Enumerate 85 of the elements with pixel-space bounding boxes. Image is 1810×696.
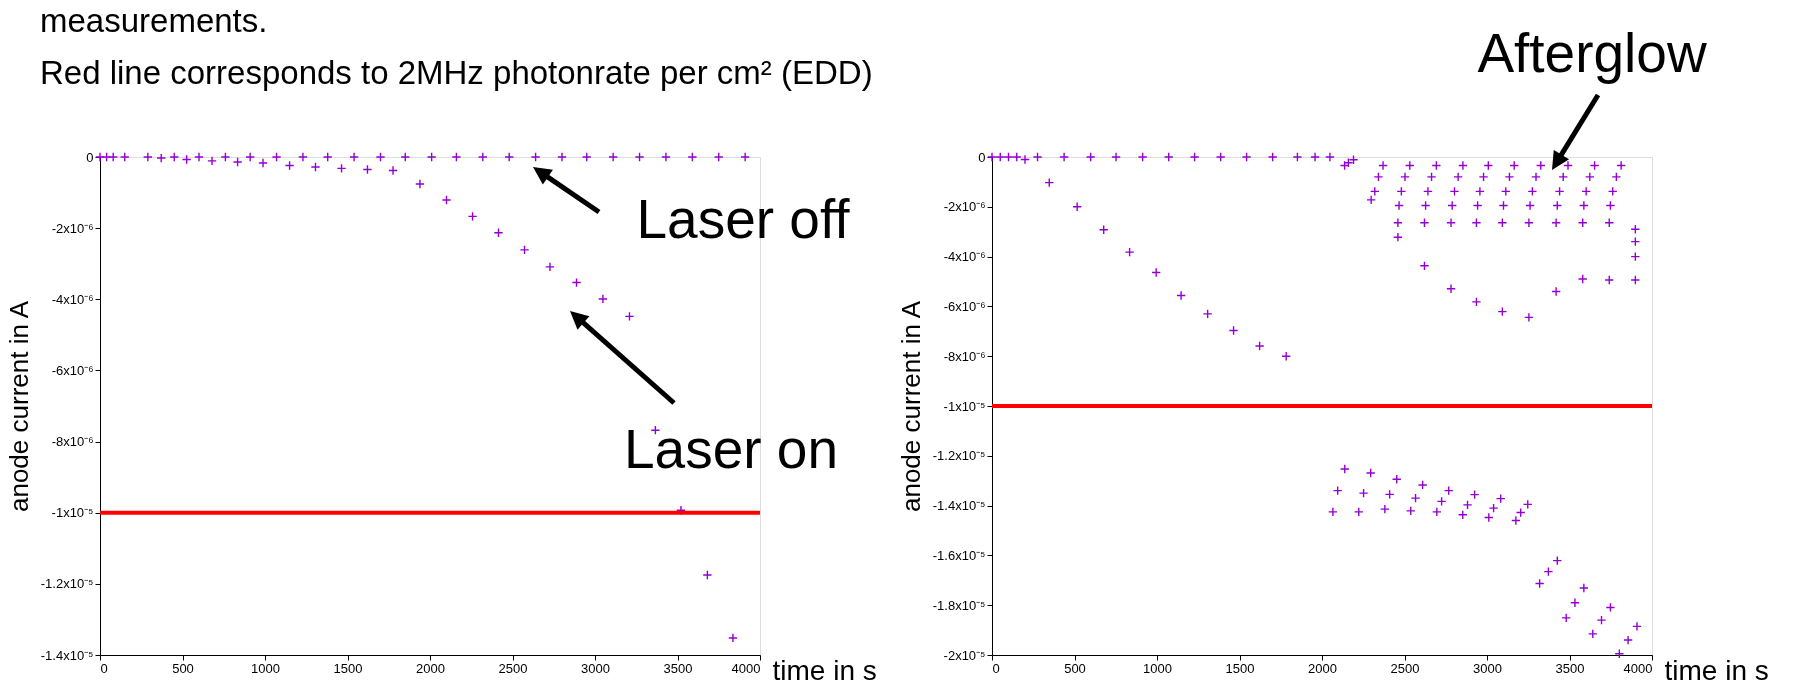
chart-title: Red line corresponds to 2MHz photonrate per cm² (EDD) bbox=[40, 54, 873, 91]
text: measurements. bbox=[40, 2, 268, 39]
point bbox=[713, 152, 724, 162]
point bbox=[557, 152, 567, 162]
y-tick-label: -4x10⁻⁶ bbox=[51, 291, 94, 307]
x-tick-label: 3000 bbox=[581, 660, 610, 676]
y-tick-label: -2x10⁻⁶ bbox=[943, 199, 986, 215]
point bbox=[194, 152, 204, 162]
y-tick-label: -1x10⁻⁵ bbox=[943, 398, 986, 414]
point bbox=[581, 152, 592, 162]
point bbox=[245, 152, 256, 162]
x-tick-label: 1500 bbox=[1225, 660, 1255, 676]
point bbox=[169, 152, 180, 162]
point bbox=[634, 152, 645, 162]
x-tick-label: 0 bbox=[992, 660, 1000, 676]
point bbox=[728, 633, 738, 643]
point bbox=[156, 153, 167, 163]
point bbox=[530, 152, 541, 162]
point bbox=[740, 152, 751, 162]
y-tick-label: -8x10⁻⁶ bbox=[51, 434, 94, 450]
x-tick-label: 0 bbox=[100, 660, 108, 676]
y-tick-label: -1.2x10⁻⁵ bbox=[932, 448, 986, 464]
x-axis-title: time in s bbox=[772, 654, 877, 686]
point bbox=[220, 152, 231, 162]
text: Afterglow bbox=[1477, 22, 1707, 84]
annotation: Laser on bbox=[623, 418, 839, 480]
point bbox=[298, 152, 308, 162]
x-tick-label: 3500 bbox=[1555, 660, 1585, 676]
y-tick-label: -1.4x10⁻⁵ bbox=[932, 498, 986, 514]
point bbox=[415, 179, 425, 189]
point bbox=[108, 152, 119, 162]
point bbox=[207, 156, 217, 166]
point bbox=[375, 152, 386, 162]
point bbox=[451, 152, 462, 162]
point bbox=[441, 195, 452, 205]
point bbox=[119, 152, 130, 162]
point bbox=[388, 165, 398, 176]
x-tick-label: 500 bbox=[1064, 660, 1086, 676]
point bbox=[545, 262, 555, 272]
point bbox=[519, 244, 530, 255]
point bbox=[687, 152, 698, 162]
y-tick-label: -4x10⁻⁶ bbox=[943, 249, 986, 265]
y-tick-label: 0 bbox=[978, 149, 986, 165]
y-axis-title: anode current in A bbox=[3, 300, 34, 513]
y-tick-label: -1.6x10⁻⁵ bbox=[932, 547, 986, 563]
point bbox=[232, 157, 243, 167]
point bbox=[349, 152, 359, 162]
point bbox=[258, 158, 268, 168]
x-tick-label: 1500 bbox=[333, 660, 363, 676]
y-tick-label: -2x10⁻⁶ bbox=[51, 220, 94, 236]
point bbox=[598, 294, 608, 304]
x-tick-label: 1000 bbox=[251, 660, 280, 676]
x-tick-label: 500 bbox=[172, 660, 194, 676]
y-tick-label: -8x10⁻⁶ bbox=[943, 348, 986, 364]
point bbox=[477, 152, 488, 162]
y-tick-label: -6x10⁻⁶ bbox=[51, 362, 94, 378]
x-tick-label: 4000 bbox=[731, 660, 761, 676]
y-tick-label: 0 bbox=[86, 149, 94, 165]
point bbox=[702, 570, 713, 580]
point bbox=[400, 152, 411, 162]
x-tick-label: 2500 bbox=[1390, 660, 1420, 676]
y-tick-label: -1.8x10⁻⁵ bbox=[932, 597, 986, 613]
x-tick-label: 1000 bbox=[1143, 660, 1172, 676]
point bbox=[504, 152, 515, 162]
point bbox=[310, 162, 321, 172]
point bbox=[271, 152, 282, 162]
y-axis-title: anode current in A bbox=[895, 300, 926, 513]
x-tick-label: 4000 bbox=[1623, 660, 1653, 676]
point bbox=[608, 152, 619, 162]
x-tick-label: 2000 bbox=[416, 660, 445, 676]
y-tick-label: -2x10⁻⁵ bbox=[943, 647, 986, 663]
x-axis-title: time in s bbox=[1664, 654, 1769, 686]
x-tick-label: 3500 bbox=[663, 660, 693, 676]
x-tick-label: 2500 bbox=[498, 660, 528, 676]
x-tick-label: 3000 bbox=[1473, 660, 1502, 676]
point bbox=[322, 152, 333, 162]
point bbox=[142, 152, 153, 162]
point bbox=[426, 152, 437, 162]
y-tick-label: -1x10⁻⁵ bbox=[51, 505, 94, 521]
annotation: Laser off bbox=[636, 188, 851, 250]
y-tick-label: -1.2x10⁻⁵ bbox=[40, 576, 94, 592]
y-tick-label: -1.4x10⁻⁵ bbox=[40, 647, 94, 663]
x-tick-label: 2000 bbox=[1308, 660, 1337, 676]
y-tick-label: -6x10⁻⁶ bbox=[943, 298, 986, 314]
point bbox=[661, 152, 671, 162]
